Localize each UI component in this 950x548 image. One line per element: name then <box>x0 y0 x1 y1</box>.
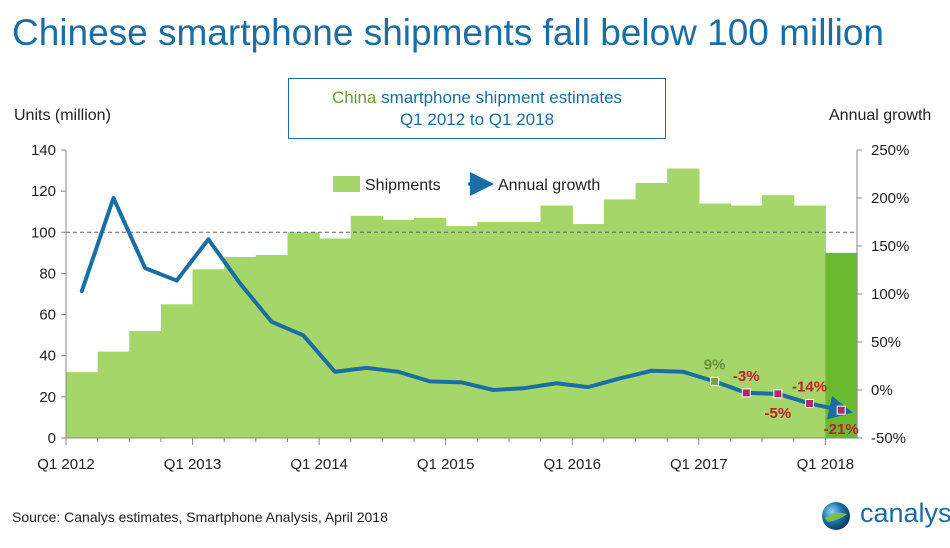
legend-swatch-shipments <box>333 176 360 192</box>
canalys-logo: canalys <box>820 498 950 532</box>
growth-marker <box>741 388 751 398</box>
subtitle-box: China smartphone shipment estimates Q1 2… <box>288 78 666 139</box>
left-tick-label: 0 <box>48 430 56 447</box>
slide-title: Chinese smartphone shipments fall below … <box>12 12 885 53</box>
left-tick-label: 60 <box>39 307 56 324</box>
shipment-bar <box>414 217 447 438</box>
shipment-bar <box>382 219 415 438</box>
right-tick-label: 50% <box>871 334 901 351</box>
source-note: Source: Canalys estimates, Smartphone An… <box>12 509 388 525</box>
growth-annotation: -3% <box>733 368 760 385</box>
subtitle-highlight: China <box>331 88 377 107</box>
right-tick-label: 150% <box>871 238 909 255</box>
growth-marker <box>710 376 720 386</box>
left-tick-label: 120 <box>31 183 56 200</box>
left-axis-title: Units (million) <box>14 107 111 124</box>
x-tick-label: Q1 2016 <box>543 456 601 473</box>
subtitle-line1: China smartphone shipment estimates <box>289 87 665 109</box>
shipment-bar <box>350 215 383 438</box>
shipment-bar <box>572 224 605 438</box>
x-tick-label: Q1 2018 <box>797 456 855 473</box>
shipment-bar <box>635 182 668 438</box>
shipment-bar <box>160 304 194 438</box>
subtitle-line1-rest: smartphone shipment estimates <box>376 88 623 107</box>
shipment-bar <box>540 205 573 438</box>
right-tick-label: 0% <box>871 382 893 399</box>
shipment-bar <box>603 199 637 438</box>
growth-marker <box>805 398 815 408</box>
left-tick-label: 100 <box>31 224 56 241</box>
legend-label-annual-growth: Annual growth <box>498 177 600 194</box>
growth-marker <box>836 405 846 415</box>
shipment-bar <box>698 203 732 438</box>
shipment-bar <box>762 195 795 438</box>
growth-annotation: -5% <box>765 405 792 422</box>
shipment-bar <box>667 168 700 438</box>
x-tick-label: Q1 2017 <box>670 456 728 473</box>
shipment-bar <box>192 269 225 438</box>
right-axis-title: Annual growth <box>829 107 932 124</box>
left-tick-label: 140 <box>31 142 56 159</box>
shipment-bar <box>66 372 99 438</box>
right-tick-label: 100% <box>871 286 909 303</box>
subtitle-line2: Q1 2012 to Q1 2018 <box>399 110 555 129</box>
logo-text: canalys <box>860 498 950 528</box>
shipment-bar <box>255 254 289 438</box>
growth-annotation: -14% <box>792 378 827 395</box>
left-tick-label: 20 <box>39 389 56 406</box>
left-tick-label: 40 <box>39 348 56 365</box>
shipment-bar <box>129 331 162 438</box>
globe-icon <box>822 502 850 530</box>
shipment-bar <box>319 238 352 438</box>
right-tick-label: -50% <box>871 430 906 447</box>
shipment-bar <box>508 222 542 438</box>
shipment-bar <box>730 205 763 438</box>
x-tick-label: Q1 2014 <box>290 456 348 473</box>
shipment-bar <box>224 256 257 438</box>
growth-annotation: 9% <box>704 356 726 373</box>
right-tick-label: 250% <box>871 142 909 159</box>
shipment-bar <box>445 226 478 438</box>
shipment-bar <box>477 222 510 438</box>
legend-label-shipments: Shipments <box>365 177 441 194</box>
x-tick-label: Q1 2015 <box>417 456 475 473</box>
x-tick-label: Q1 2013 <box>164 456 222 473</box>
growth-annotation: -21% <box>824 421 859 438</box>
growth-marker <box>773 389 783 399</box>
shipment-bar <box>97 351 130 438</box>
x-tick-label: Q1 2012 <box>37 456 95 473</box>
left-tick-label: 80 <box>39 265 56 282</box>
right-tick-label: 200% <box>871 190 909 207</box>
